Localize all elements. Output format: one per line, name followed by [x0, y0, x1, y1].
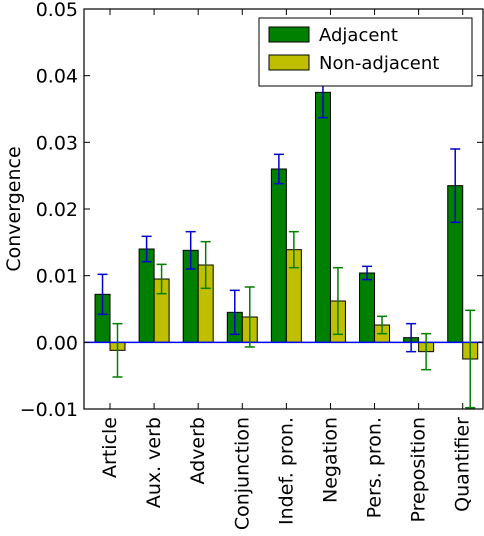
error-bar-0-0 — [97, 273, 108, 316]
error-bar-0-1 — [141, 235, 152, 263]
error-bar-1-1 — [156, 263, 167, 295]
y-axis-title: Convergence — [3, 146, 25, 271]
legend-label-1: Non-adjacent — [319, 53, 439, 74]
x-axis: Article Aux. verb Adverb Conjunction Indef. … — [99, 9, 474, 530]
y-tick-label: 0.02 — [36, 199, 78, 221]
bar-0-5 — [314, 91, 331, 343]
y-tick-label: 0.04 — [36, 66, 78, 88]
x-tick-label: Aux. verb — [143, 417, 165, 508]
y-tick-label: 0.03 — [36, 132, 78, 154]
error-bar-1-4 — [288, 230, 299, 269]
x-tick-label: Adverb — [187, 417, 209, 485]
x-tick-label: Article — [99, 417, 121, 478]
x-tick-label: Conjunction — [231, 417, 253, 530]
error-bar-1-7 — [421, 332, 432, 371]
error-bar-0-4 — [273, 153, 284, 185]
x-tick-label: Preposition — [408, 417, 430, 522]
error-bar-1-2 — [200, 240, 211, 290]
y-axis: −0.01 0.00 0.01 0.02 0.03 0.04 0.05 — [20, 0, 483, 421]
error-bar-1-0 — [112, 322, 123, 378]
bar-0-4 — [270, 168, 287, 343]
y-tick-label: 0.00 — [36, 332, 78, 354]
error-bar-1-3 — [244, 286, 255, 348]
error-bar-0-7 — [406, 322, 417, 353]
legend-swatch-0 — [268, 26, 310, 43]
plot-area — [83, 8, 484, 410]
error-bar-1-6 — [377, 315, 388, 335]
y-tick-label: −0.01 — [20, 399, 78, 421]
bar-0-1 — [138, 248, 155, 343]
error-bar-1-8 — [465, 309, 476, 409]
legend: Adjacent Non-adjacent — [258, 17, 473, 87]
legend-swatch-1 — [268, 54, 310, 71]
x-tick-label: Quantifier — [452, 417, 474, 512]
y-tick-label: 0.05 — [36, 0, 78, 21]
error-bar-0-2 — [185, 230, 196, 270]
legend-label-0: Adjacent — [319, 25, 398, 46]
error-bar-1-5 — [332, 266, 343, 336]
bar-0-6 — [359, 272, 376, 343]
x-tick-label: Pers. pron. — [364, 417, 386, 518]
x-tick-label: Negation — [319, 417, 341, 503]
error-bar-0-3 — [229, 289, 240, 336]
x-tick-label: Indef. pron. — [275, 417, 297, 525]
error-bar-0-6 — [362, 265, 373, 281]
y-tick-label: 0.01 — [36, 266, 78, 288]
error-bar-0-8 — [450, 148, 461, 224]
